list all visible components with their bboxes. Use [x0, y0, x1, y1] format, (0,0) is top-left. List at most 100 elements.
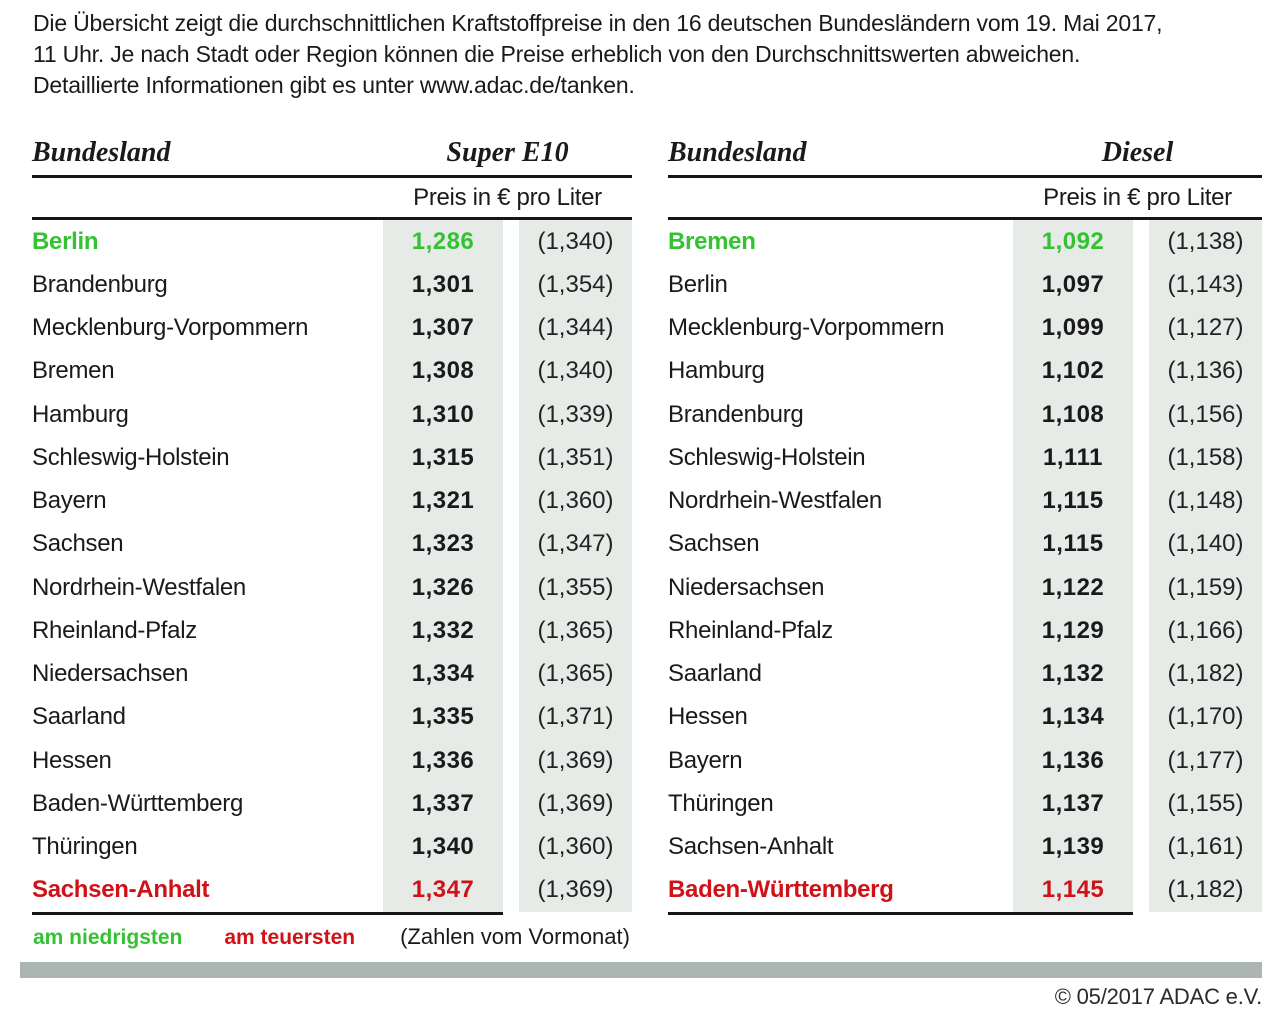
table-row: Rheinland-Pfalz 1,332 (1,365) — [32, 609, 632, 653]
cell-spacer — [1133, 566, 1149, 610]
cell-region-name: Sachsen — [32, 530, 124, 558]
cell-prev-price: (1,354) — [519, 263, 632, 307]
cell-prev-price: (1,369) — [519, 782, 632, 826]
table-row: Thüringen 1,340 (1,360) — [32, 825, 632, 869]
cell-prev-price: (1,351) — [519, 436, 632, 480]
cell-prev-price: (1,143) — [1149, 263, 1262, 307]
table-row: Berlin 1,097 (1,143) — [668, 263, 1262, 307]
table-rows: Bremen 1,092 (1,138) Berlin 1,097 (1,143) Meck… — [668, 220, 1262, 912]
cell-price: 1,286 — [383, 220, 503, 264]
cell-spacer — [503, 349, 519, 393]
table-row: Niedersachsen 1,334 (1,365) — [32, 652, 632, 696]
cell-price: 1,137 — [1013, 782, 1133, 826]
cell-price: 1,335 — [383, 695, 503, 739]
cell-price: 1,347 — [383, 868, 503, 912]
cell-prev-price: (1,161) — [1149, 825, 1262, 869]
cell-region-name: Saarland — [668, 660, 762, 688]
cell-price: 1,132 — [1013, 652, 1133, 696]
table-row: Hamburg 1,102 (1,136) — [668, 349, 1262, 393]
cell-region-name: Baden-Württemberg — [32, 789, 243, 817]
legend-note: (Zahlen vom Vormonat) — [400, 924, 630, 949]
cell-region-name: Berlin — [668, 270, 728, 298]
cell-region-name: Brandenburg — [32, 270, 168, 298]
table-row: Nordrhein-Westfalen 1,115 (1,148) — [668, 479, 1262, 523]
cell-price: 1,122 — [1013, 566, 1133, 610]
table-row: Hamburg 1,310 (1,339) — [32, 393, 632, 437]
cell-spacer — [503, 479, 519, 523]
cell-spacer — [503, 652, 519, 696]
cell-prev-price: (1,371) — [519, 695, 632, 739]
table-row: Bremen 1,308 (1,340) — [32, 349, 632, 393]
cell-price: 1,115 — [1013, 479, 1133, 523]
cell-price: 1,145 — [1013, 868, 1133, 912]
cell-price: 1,115 — [1013, 522, 1133, 566]
cell-prev-price: (1,339) — [519, 393, 632, 437]
cell-region-name: Bayern — [668, 746, 743, 774]
cell-region-name: Thüringen — [32, 833, 138, 861]
cell-price: 1,139 — [1013, 825, 1133, 869]
table-row: Saarland 1,335 (1,371) — [32, 695, 632, 739]
table-row: Sachsen 1,115 (1,140) — [668, 522, 1262, 566]
cell-prev-price: (1,158) — [1149, 436, 1262, 480]
table-row: Brandenburg 1,108 (1,156) — [668, 393, 1262, 437]
cell-spacer — [503, 522, 519, 566]
cell-prev-price: (1,159) — [1149, 566, 1262, 610]
cell-prev-price: (1,360) — [519, 479, 632, 523]
cell-spacer — [1133, 349, 1149, 393]
cell-spacer — [503, 825, 519, 869]
cell-spacer — [503, 220, 519, 264]
table-header-region: Bundesland — [32, 137, 171, 168]
unit-label: Preis in € pro Liter — [1043, 183, 1232, 211]
cell-prev-price: (1,170) — [1149, 695, 1262, 739]
cell-region-name: Brandenburg — [668, 400, 804, 428]
cell-region-name: Sachsen-Anhalt — [32, 876, 210, 904]
table-header-fuel: Super E10 — [446, 137, 569, 168]
table-row: Baden-Württemberg 1,145 (1,182) — [668, 868, 1262, 912]
cell-prev-price: (1,177) — [1149, 739, 1262, 783]
table-row: Mecklenburg-Vorpommern 1,307 (1,344) — [32, 306, 632, 350]
cell-prev-price: (1,182) — [1149, 652, 1262, 696]
intro-text: Die Übersicht zeigt die durchschnittlich… — [33, 8, 1163, 101]
cell-price: 1,099 — [1013, 306, 1133, 350]
cell-region-name: Saarland — [32, 703, 126, 731]
cell-region-name: Berlin — [32, 227, 99, 255]
cell-spacer — [503, 609, 519, 653]
table-subheader: Preis in € pro Liter — [668, 178, 1262, 220]
table-header: Bundesland Diesel — [668, 132, 1262, 178]
copyright: © 05/2017 ADAC e.V. — [1054, 984, 1262, 1009]
cell-prev-price: (1,365) — [519, 652, 632, 696]
cell-region-name: Rheinland-Pfalz — [668, 616, 833, 644]
cell-prev-price: (1,369) — [519, 739, 632, 783]
cell-prev-price: (1,148) — [1149, 479, 1262, 523]
cell-spacer — [503, 739, 519, 783]
cell-price: 1,310 — [383, 393, 503, 437]
cell-region-name: Hessen — [32, 746, 112, 774]
cell-spacer — [1133, 609, 1149, 653]
cell-price: 1,108 — [1013, 393, 1133, 437]
cell-prev-price: (1,155) — [1149, 782, 1262, 826]
cell-spacer — [1133, 393, 1149, 437]
table-bottom-rule — [668, 912, 1133, 915]
table-row: Schleswig-Holstein 1,111 (1,158) — [668, 436, 1262, 480]
table-row: Nordrhein-Westfalen 1,326 (1,355) — [32, 566, 632, 610]
legend-lowest: am niedrigsten — [33, 926, 183, 949]
table-row: Saarland 1,132 (1,182) — [668, 652, 1262, 696]
table-row: Sachsen-Anhalt 1,139 (1,161) — [668, 825, 1262, 869]
cell-price: 1,134 — [1013, 695, 1133, 739]
cell-region-name: Mecklenburg-Vorpommern — [32, 314, 309, 342]
cell-region-name: Hamburg — [32, 400, 129, 428]
cell-prev-price: (1,127) — [1149, 306, 1262, 350]
cell-prev-price: (1,156) — [1149, 393, 1262, 437]
cell-spacer — [1133, 868, 1149, 912]
cell-region-name: Niedersachsen — [32, 660, 189, 688]
cell-prev-price: (1,340) — [519, 349, 632, 393]
table-super-e10: Bundesland Super E10 Preis in € pro Lite… — [32, 132, 632, 915]
table-header: Bundesland Super E10 — [32, 132, 632, 178]
cell-region-name: Thüringen — [668, 789, 774, 817]
cell-spacer — [1133, 436, 1149, 480]
cell-prev-price: (1,136) — [1149, 349, 1262, 393]
cell-spacer — [503, 393, 519, 437]
table-row: Hessen 1,336 (1,369) — [32, 739, 632, 783]
cell-prev-price: (1,182) — [1149, 868, 1262, 912]
unit-label: Preis in € pro Liter — [413, 183, 602, 211]
